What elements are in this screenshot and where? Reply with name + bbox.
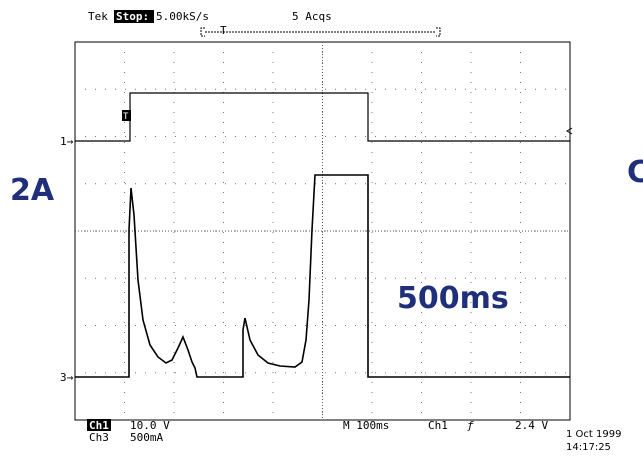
acquisitions: 5 Acqs [292,10,332,23]
time: 14:17:25 [566,442,611,453]
trigger-source: Ch1 [428,419,448,432]
trigger-position: T [220,24,227,37]
time-annotation: 500ms [397,281,509,316]
date: 1 Oct 1999 [566,429,621,440]
ch3-marker: 3→ [60,371,74,384]
state: Stop: [116,10,149,23]
trigger-level: 2.4 V [515,419,548,432]
brand: Tek [88,10,108,23]
record-bracket [201,28,440,36]
ch3-scale: 500mA [130,431,163,444]
trigger-marker: T [123,112,129,122]
scope-screen: Tek Stop: 5.00kS/s 5 Acqs T 1→ 3→ T 2A 5… [0,0,643,460]
current-annotation: 2A [10,173,55,208]
trigger-slope: ƒ [467,419,474,432]
graticule [75,42,570,420]
ch1-marker: 1→ [60,135,74,148]
sample-rate: 5.00kS/s [156,10,209,23]
edge-annotation: C [627,155,643,190]
timebase: M 100ms [343,419,389,432]
ch3-label: Ch3 [89,431,109,444]
